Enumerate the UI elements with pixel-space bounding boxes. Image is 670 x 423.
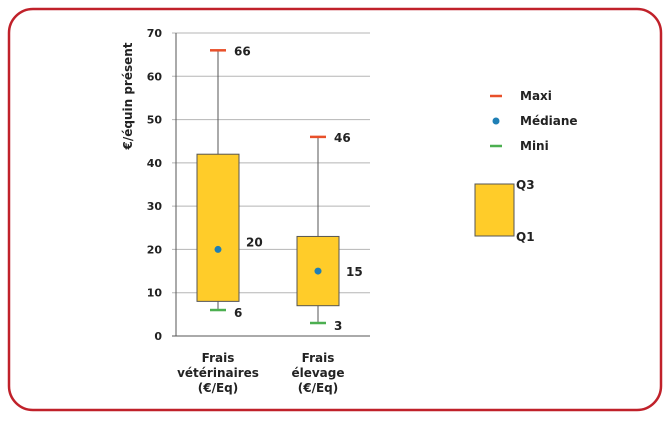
y-tick-label: 20	[147, 243, 163, 256]
chart-frame	[7, 7, 663, 412]
median-point	[314, 267, 322, 275]
x-axis-labels: Fraisvétérinaires(€/Eq)Fraisélevage(€/Eq…	[177, 351, 344, 395]
y-tick-label: 70	[147, 27, 163, 40]
y-axis-label: €/équin présent	[121, 42, 135, 150]
legend-median-marker	[492, 117, 500, 125]
y-tick-label: 0	[154, 330, 162, 343]
min-value-label: 6	[234, 306, 242, 320]
y-tick-label: 60	[147, 70, 163, 83]
y-tick-label: 50	[147, 114, 163, 127]
x-category-label: élevage	[291, 366, 344, 380]
median-value-label: 15	[346, 265, 363, 279]
y-tick-label: 30	[147, 200, 163, 213]
median-point	[214, 245, 222, 253]
legend-box-sample	[474, 183, 515, 237]
box-group: 46 15 3	[296, 131, 363, 333]
legend-min-label: Mini	[520, 139, 549, 153]
min-value-label: 3	[334, 319, 342, 333]
max-value-label: 66	[234, 44, 251, 58]
x-category-label: Frais	[302, 351, 335, 365]
legend-max-label: Maxi	[520, 89, 552, 103]
median-value-label: 20	[246, 235, 263, 249]
y-axis-ticks: 0 10 20 30 40 50 60 70	[147, 27, 163, 343]
legend-q1-label: Q1	[516, 230, 535, 244]
iqr-box	[196, 153, 240, 302]
legend-median-label: Médiane	[520, 114, 578, 128]
x-category-label: (€/Eq)	[198, 381, 239, 395]
box-group: 66 20 6	[196, 44, 263, 320]
max-value-label: 46	[334, 131, 351, 145]
legend-q3-label: Q3	[516, 178, 535, 192]
legend: Maxi Médiane Mini Q3 Q1	[474, 89, 578, 244]
y-tick-label: 40	[147, 157, 163, 170]
x-category-label: (€/Eq)	[298, 381, 339, 395]
x-category-label: vétérinaires	[177, 366, 259, 380]
box-series: 66 20 6 46 15 3	[196, 44, 363, 333]
y-tick-label: 10	[147, 287, 163, 300]
x-category-label: Frais	[202, 351, 235, 365]
